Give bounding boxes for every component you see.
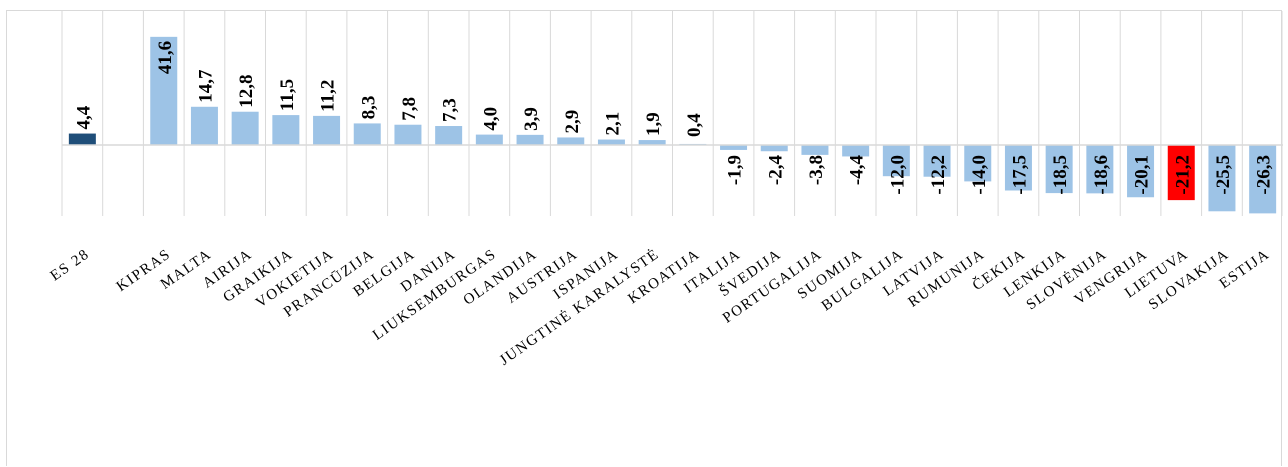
bar <box>475 134 503 145</box>
value-label: 41,6 <box>155 41 176 74</box>
value-label: 0,4 <box>684 113 705 137</box>
bar <box>231 111 259 145</box>
bar-chart: 4,4 41,6 14,7 12,8 11,5 11,2 8,3 7,8 7,3 4,0 3,9 2,… <box>48 11 1283 369</box>
bar <box>638 140 666 145</box>
value-label: -12,2 <box>928 155 949 195</box>
value-label: -20,1 <box>1132 155 1153 195</box>
value-label: -12,0 <box>887 155 908 195</box>
value-label: -26,3 <box>1254 155 1275 195</box>
value-label: 11,2 <box>318 80 339 112</box>
value-label: 2,9 <box>562 110 583 134</box>
value-label: 11,5 <box>277 79 298 111</box>
value-label: 2,1 <box>602 112 623 136</box>
value-label: -1,9 <box>725 155 746 185</box>
bar <box>1004 145 1032 191</box>
value-label: 7,8 <box>399 97 420 121</box>
value-label: -18,6 <box>1091 155 1112 195</box>
value-label: -18,5 <box>1050 155 1071 195</box>
bar <box>313 115 341 145</box>
category-labels: ES 28 KIPRASMALTAAIRIJAGRAIKIJAVOKIETIJAP… <box>48 245 1273 368</box>
bar <box>882 145 910 177</box>
bar <box>1127 145 1155 198</box>
bar <box>1045 145 1073 194</box>
bar <box>842 145 870 157</box>
bars <box>68 36 1277 214</box>
value-labels: 4,4 41,6 14,7 12,8 11,5 11,2 8,3 7,8 7,3 4,0 3,9 2,… <box>73 41 1274 195</box>
value-label: 7,3 <box>440 98 461 122</box>
value-label: 3,9 <box>521 107 542 131</box>
bar <box>190 106 218 145</box>
bar <box>964 145 992 182</box>
category-label: ES 28 <box>48 246 93 284</box>
bar <box>68 133 96 145</box>
bar <box>923 145 951 177</box>
value-label: -4,4 <box>847 155 868 186</box>
bar <box>150 36 178 146</box>
bar <box>597 139 625 145</box>
value-label: -17,5 <box>1009 155 1030 195</box>
value-label: -3,8 <box>806 155 827 185</box>
value-label: 1,9 <box>643 112 664 136</box>
grid-lines <box>61 11 1283 216</box>
bar <box>1208 145 1236 212</box>
bar <box>1086 145 1114 194</box>
value-label: 14,7 <box>195 69 216 103</box>
bar <box>1249 145 1277 214</box>
value-label: 4,4 <box>73 105 94 129</box>
value-label: 12,8 <box>236 74 257 107</box>
value-label: -25,5 <box>1213 155 1234 195</box>
bar <box>516 134 544 145</box>
value-label: 8,3 <box>358 96 379 120</box>
bar <box>394 124 422 145</box>
bar <box>557 137 585 145</box>
bar <box>1167 145 1195 201</box>
bar <box>760 145 788 152</box>
bar <box>801 145 829 155</box>
value-label: -21,2 <box>1172 155 1193 195</box>
bar <box>272 115 300 145</box>
bar <box>353 123 381 145</box>
chart-frame: 4,4 41,6 14,7 12,8 11,5 11,2 8,3 7,8 7,3 4,0 3,9 2,… <box>6 10 1283 466</box>
bar <box>720 145 748 150</box>
value-label: 4,0 <box>480 107 501 131</box>
value-label: -2,4 <box>765 155 786 186</box>
value-label: -14,0 <box>969 155 990 195</box>
bar <box>435 126 463 145</box>
